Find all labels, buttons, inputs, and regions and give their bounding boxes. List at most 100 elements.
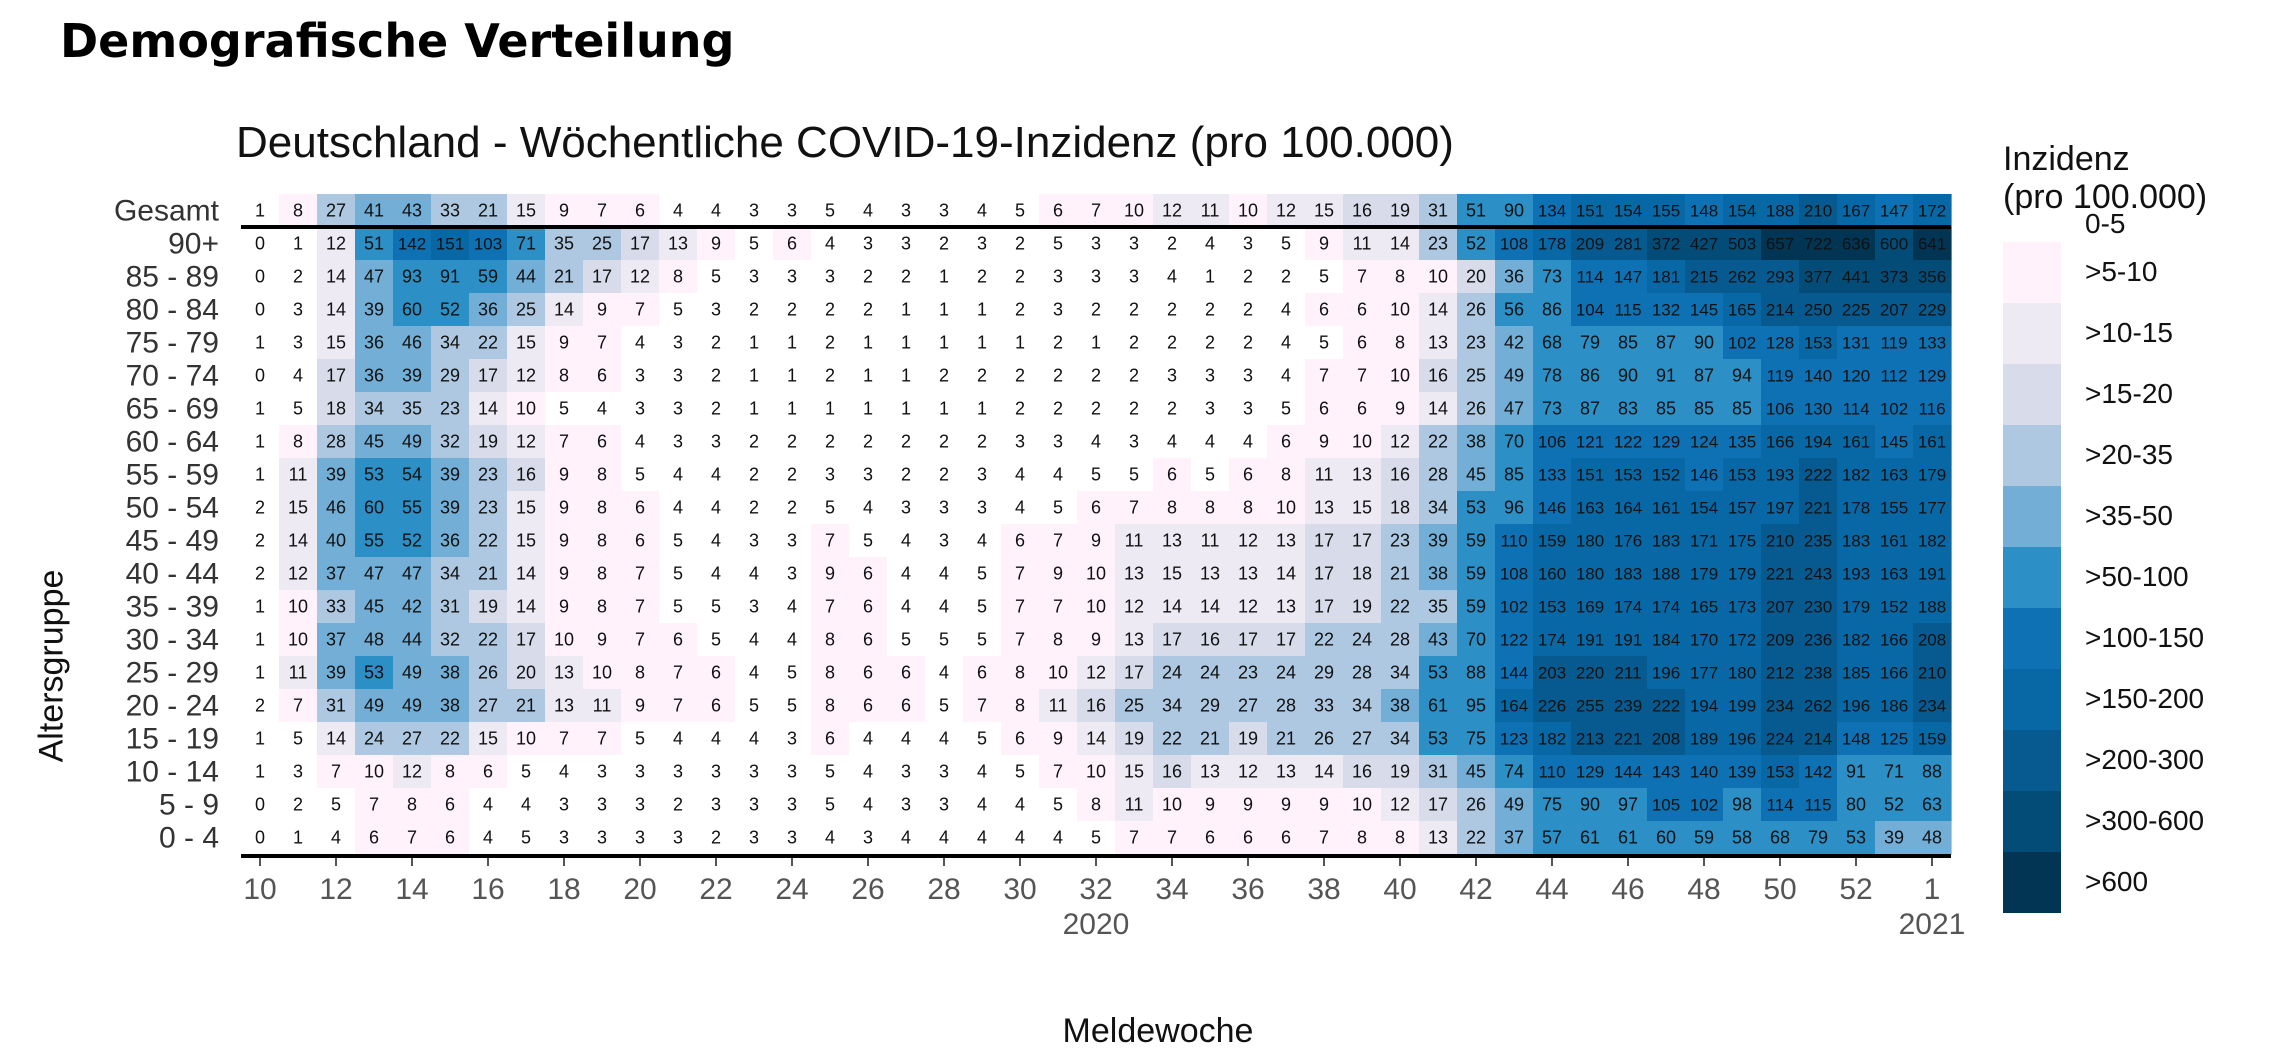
cell-value: 221	[1614, 730, 1642, 749]
heatmap-cell	[1039, 194, 1078, 228]
cell-value: 49	[402, 696, 422, 716]
cell-value: 11	[1125, 531, 1144, 551]
cell-value: 2	[825, 432, 835, 452]
cell-value: 7	[673, 663, 683, 683]
heatmap-cell	[1875, 689, 1914, 723]
legend-item: >10-15	[2003, 303, 2288, 364]
cell-value: 75	[1542, 795, 1562, 815]
cell-value: 2	[1015, 399, 1025, 419]
legend-swatch	[2003, 730, 2061, 791]
cell-value: 1	[255, 465, 265, 485]
x-tick-label: 46	[1611, 873, 1644, 906]
heatmap-cell	[1685, 260, 1724, 294]
heatmap-cell	[1875, 821, 1914, 855]
heatmap-cell	[1609, 821, 1648, 855]
heatmap-cell	[1457, 326, 1496, 360]
heatmap-cell	[1685, 227, 1724, 261]
heatmap-cell	[507, 623, 546, 657]
heatmap-cell	[1647, 260, 1686, 294]
heatmap-cell	[1039, 557, 1078, 591]
cell-value: 34	[1390, 663, 1410, 683]
cell-value: 183	[1614, 565, 1642, 584]
heatmap-cell	[1381, 359, 1420, 393]
cell-value: 15	[1162, 564, 1182, 584]
cell-value: 2	[749, 498, 759, 518]
cell-value: 1	[901, 333, 911, 353]
heatmap-cell	[469, 755, 508, 789]
heatmap-cell	[1381, 326, 1420, 360]
legend-label: >100-150	[2085, 622, 2205, 653]
heatmap-cell	[1571, 656, 1610, 690]
heatmap-cell	[317, 425, 356, 459]
heatmap-cell	[1685, 590, 1724, 624]
cell-value: 243	[1804, 565, 1832, 584]
cell-value: 372	[1652, 235, 1680, 254]
cell-value: 129	[1918, 367, 1946, 386]
cell-value: 11	[1049, 696, 1068, 716]
heatmap-cell	[583, 326, 622, 360]
cell-value: 153	[1538, 598, 1566, 617]
cell-value: 2	[787, 300, 797, 320]
heatmap-cell	[1115, 524, 1154, 558]
cell-value: 15	[516, 333, 536, 353]
cell-value: 155	[1880, 499, 1908, 518]
cell-value: 11	[289, 663, 308, 683]
heatmap-cell	[1229, 260, 1268, 294]
heatmap-cell	[1533, 689, 1572, 723]
cell-value: 5	[673, 597, 683, 617]
heatmap-cell	[1077, 227, 1116, 261]
heatmap-cell	[545, 821, 584, 855]
cell-value: 26	[1466, 399, 1486, 419]
cell-value: 6	[863, 630, 873, 650]
cell-value: 4	[939, 564, 949, 584]
cell-value: 6	[825, 729, 835, 749]
heatmap-cell	[507, 722, 546, 756]
heatmap-cell	[241, 689, 280, 723]
heatmap-cell	[1837, 722, 1876, 756]
heatmap-cell	[1685, 656, 1724, 690]
cell-value: 19	[1390, 201, 1410, 221]
heatmap-cell	[1001, 722, 1040, 756]
cell-value: 1	[787, 366, 797, 386]
heatmap-cell	[773, 194, 812, 228]
x-tick-label: 26	[851, 873, 884, 906]
heatmap-cell	[1647, 788, 1686, 822]
cell-value: 10	[554, 630, 574, 650]
cell-value: 221	[1766, 565, 1794, 584]
cell-value: 3	[673, 762, 683, 782]
legend-swatch	[2003, 425, 2061, 486]
row-label: 50 - 54	[126, 492, 219, 525]
cell-value: 3	[673, 333, 683, 353]
cell-value: 0	[255, 795, 265, 815]
heatmap-cell	[1191, 491, 1230, 525]
heatmap-cell	[925, 326, 964, 360]
heatmap-cell	[583, 722, 622, 756]
heatmap-cell	[393, 821, 432, 855]
heatmap-cell	[393, 293, 432, 327]
heatmap-cell	[735, 260, 774, 294]
cell-value: 11	[1353, 234, 1372, 254]
heatmap-cell	[1723, 359, 1762, 393]
heatmap-cell	[393, 260, 432, 294]
cell-value: 13	[668, 234, 688, 254]
heatmap-cell	[697, 392, 736, 426]
cell-value: 4	[863, 795, 873, 815]
cell-value: 157	[1728, 499, 1756, 518]
heatmap-cell	[583, 623, 622, 657]
cell-value: 170	[1690, 631, 1718, 650]
cell-value: 4	[559, 762, 569, 782]
cell-value: 85	[1618, 333, 1638, 353]
row-label: 70 - 74	[126, 360, 219, 393]
heatmap-cell	[1799, 359, 1838, 393]
cell-value: 6	[1015, 531, 1025, 551]
cell-value: 27	[326, 201, 346, 221]
cell-value: 3	[559, 795, 569, 815]
cell-value: 2	[1243, 267, 1253, 287]
cell-value: 1	[939, 267, 949, 287]
heatmap-cell	[1077, 821, 1116, 855]
heatmap-cell	[1381, 458, 1420, 492]
cell-value: 188	[1766, 202, 1794, 221]
cell-value: 1	[255, 432, 265, 452]
legend-swatch	[2003, 608, 2061, 669]
heatmap-cell	[1039, 326, 1078, 360]
